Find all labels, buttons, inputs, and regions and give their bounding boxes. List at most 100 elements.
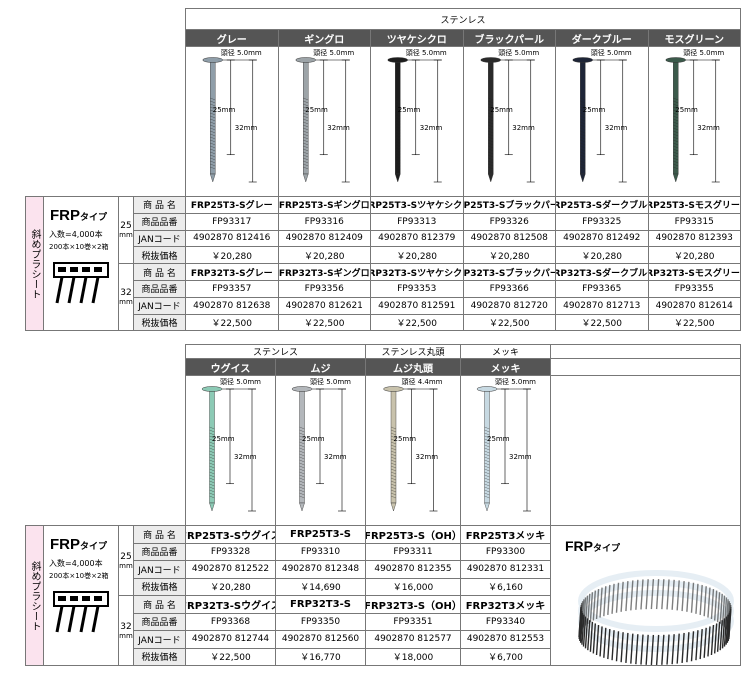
shape [210, 112, 216, 116]
cell: FP93316 [277, 212, 371, 231]
shape [390, 438, 397, 442]
shape [484, 471, 490, 475]
cell: ￥22,500 [370, 313, 464, 332]
row-label: 商品品番 [133, 212, 186, 231]
shape [390, 435, 397, 439]
shape [672, 136, 678, 140]
cell: ￥6,160 [460, 577, 551, 596]
shape [672, 148, 678, 152]
size-cell: 32 mm [118, 263, 134, 332]
shape [209, 471, 215, 475]
shape [484, 444, 490, 448]
cell: FP93340 [460, 612, 551, 631]
shape [302, 148, 308, 152]
shape [635, 579, 639, 610]
cell: FP93326 [462, 212, 556, 231]
shape [607, 629, 611, 660]
shape [587, 593, 591, 624]
shape [726, 601, 731, 632]
cell: ￥20,280 [185, 577, 276, 596]
cell: FP93311 [365, 542, 461, 561]
cell: FP93351 [365, 612, 461, 631]
shape [650, 634, 655, 665]
shape [487, 157, 493, 161]
cell: FP93300 [460, 542, 551, 561]
shape [484, 435, 490, 439]
cell: FP93366 [462, 280, 556, 298]
shape [672, 97, 678, 101]
shape [302, 127, 308, 131]
shape [55, 276, 64, 304]
shape [209, 450, 215, 454]
shape [79, 605, 88, 633]
size: 25 [120, 221, 132, 232]
product-name: FRP32T3-Sグレー [185, 263, 279, 281]
shape [728, 605, 732, 636]
shape [395, 166, 401, 170]
shape [484, 486, 490, 490]
shape [580, 139, 586, 143]
shape [578, 570, 734, 632]
shape [672, 173, 679, 183]
shape [580, 121, 586, 125]
shape [484, 492, 490, 496]
shape [67, 276, 76, 304]
row-label: JANコード [133, 630, 186, 649]
column-header: ツヤケシクロ [370, 29, 464, 47]
shape [484, 502, 490, 512]
drawing [383, 386, 438, 512]
blank-cell [550, 344, 741, 359]
shape [91, 276, 100, 304]
shape [487, 130, 493, 134]
shape [484, 441, 490, 445]
shape [666, 579, 670, 610]
product-name: FRP25T3-S [275, 525, 366, 544]
shape [299, 486, 305, 490]
shape [723, 597, 728, 628]
length-25: 25mm [393, 435, 417, 444]
shape [302, 121, 308, 125]
shape [302, 157, 308, 161]
shape [487, 173, 494, 183]
shape [390, 492, 397, 496]
shape [672, 115, 678, 119]
shape [484, 459, 490, 463]
shape [395, 136, 401, 140]
cell: 4902870 812560 [275, 630, 366, 649]
shape [487, 163, 493, 167]
shape [302, 100, 308, 104]
cell: 4902870 812577 [365, 630, 461, 649]
column-header: メッキ [460, 358, 551, 376]
shape [79, 276, 88, 304]
drawing [578, 570, 734, 665]
shape [595, 624, 600, 656]
category: 斜めプラシート [25, 525, 44, 666]
row-label: 税抜価格 [133, 313, 186, 332]
shape [580, 142, 586, 146]
shape [650, 578, 655, 610]
shape [210, 118, 216, 122]
product-name: FRP32T3-S（OH） [365, 595, 461, 614]
shape [390, 477, 397, 481]
shape [209, 477, 215, 481]
shape [209, 492, 215, 496]
cell: FP93368 [185, 612, 276, 631]
shape [209, 447, 215, 451]
shape [681, 580, 685, 612]
shape [484, 480, 490, 484]
cell: ￥22,500 [647, 313, 741, 332]
length-32: 32mm [327, 124, 350, 132]
shape [580, 160, 586, 164]
drawing [202, 57, 257, 183]
shape [395, 100, 401, 104]
shape [302, 139, 308, 143]
size-unit: mm [119, 298, 133, 307]
row-label: 税抜価格 [133, 246, 186, 265]
drawing [480, 57, 535, 183]
count: 入数=4,000本 [49, 230, 103, 239]
length-25: 25mm [490, 106, 513, 115]
shape [484, 429, 490, 433]
shape [580, 103, 586, 107]
shape [686, 632, 690, 663]
shape [580, 100, 586, 104]
